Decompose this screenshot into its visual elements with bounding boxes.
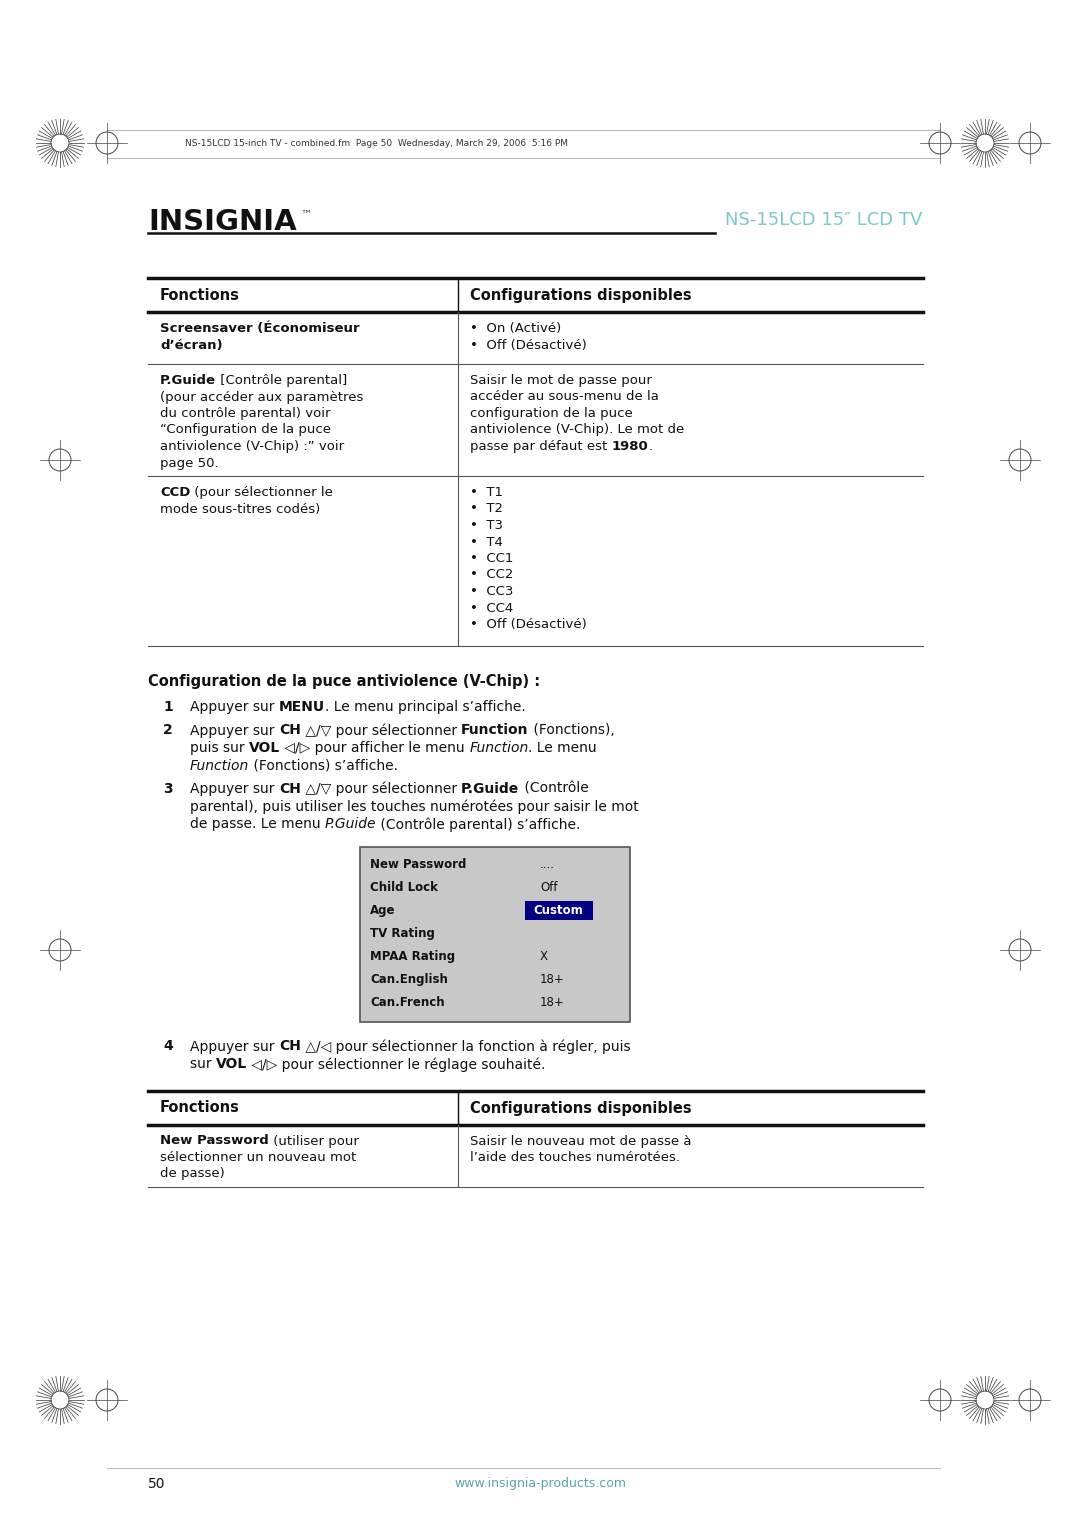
Text: △/▽ pour sélectionner: △/▽ pour sélectionner [300, 723, 461, 738]
Text: Appuyer sur: Appuyer sur [190, 723, 279, 738]
Text: •  T1: • T1 [470, 486, 503, 500]
Text: antiviolence (V-Chip) :” voir: antiviolence (V-Chip) :” voir [160, 440, 345, 452]
Text: Custom: Custom [534, 905, 583, 917]
Text: parental), puis utiliser les touches numérotées pour saisir le mot: parental), puis utiliser les touches num… [190, 799, 638, 814]
Text: P.Guide: P.Guide [160, 374, 216, 387]
Text: •  CC1: • CC1 [470, 552, 513, 565]
Text: Saisir le nouveau mot de passe à: Saisir le nouveau mot de passe à [470, 1134, 691, 1148]
Text: Function: Function [469, 741, 528, 755]
Text: New Password: New Password [160, 1134, 269, 1148]
Text: (pour sélectionner le: (pour sélectionner le [190, 486, 334, 500]
Text: P.Guide: P.Guide [325, 817, 377, 831]
Text: NS-15LCD 15-inch TV - combined.fm  Page 50  Wednesday, March 29, 2006  5:16 PM: NS-15LCD 15-inch TV - combined.fm Page 5… [185, 139, 568, 148]
Text: .: . [648, 440, 652, 452]
Text: ....: .... [540, 859, 555, 871]
Text: ◁/▷ pour afficher le menu: ◁/▷ pour afficher le menu [280, 741, 469, 755]
Text: MPAA Rating: MPAA Rating [370, 950, 455, 963]
Text: CCD: CCD [160, 486, 190, 500]
Text: 3: 3 [163, 782, 173, 796]
Text: •  CC4: • CC4 [470, 602, 513, 614]
Text: 1980: 1980 [611, 440, 648, 452]
Text: www.insignia-products.com: www.insignia-products.com [454, 1478, 626, 1490]
Text: •  T2: • T2 [470, 503, 503, 515]
Text: Child Lock: Child Lock [370, 882, 437, 894]
Text: New Password: New Password [370, 859, 467, 871]
Text: (utiliser pour: (utiliser pour [269, 1134, 359, 1148]
Text: de passe): de passe) [160, 1167, 225, 1181]
Text: Fonctions: Fonctions [160, 287, 240, 303]
Text: •  T4: • T4 [470, 535, 503, 549]
Text: Can.French: Can.French [370, 996, 445, 1008]
Text: sur: sur [190, 1057, 216, 1071]
Text: Appuyer sur: Appuyer sur [190, 1039, 279, 1053]
Text: INSIGNIA: INSIGNIA [148, 208, 297, 235]
Text: antiviolence (V-Chip). Le mot de: antiviolence (V-Chip). Le mot de [470, 423, 685, 437]
Text: △/▽ pour sélectionner: △/▽ pour sélectionner [300, 782, 461, 796]
Text: Configuration de la puce antiviolence (V-Chip) :: Configuration de la puce antiviolence (V… [148, 674, 540, 689]
Text: 50: 50 [148, 1478, 165, 1491]
Text: Configurations disponibles: Configurations disponibles [470, 1100, 691, 1115]
Bar [525, 900, 593, 920]
Text: page 50.: page 50. [160, 457, 218, 469]
Text: •  On (Activé): • On (Activé) [470, 322, 562, 335]
Text: MENU: MENU [279, 700, 325, 714]
Text: •  CC2: • CC2 [470, 568, 513, 582]
Text: [Contrôle parental]: [Contrôle parental] [216, 374, 348, 387]
Text: TV Rating: TV Rating [370, 927, 435, 940]
Text: l’aide des touches numérotées.: l’aide des touches numérotées. [470, 1151, 680, 1164]
Text: de passe. Le menu: de passe. Le menu [190, 817, 325, 831]
Text: 2: 2 [163, 723, 173, 738]
Text: Fonctions: Fonctions [160, 1100, 240, 1115]
Text: 18+: 18+ [540, 996, 565, 1008]
Text: . Le menu: . Le menu [528, 741, 597, 755]
Text: Appuyer sur: Appuyer sur [190, 782, 279, 796]
Text: . Le menu principal s’affiche.: . Le menu principal s’affiche. [325, 700, 526, 714]
Text: (Contrôle parental) s’affiche.: (Contrôle parental) s’affiche. [377, 817, 581, 831]
Text: 18+: 18+ [540, 973, 565, 986]
Bar [360, 847, 630, 1022]
Text: P.Guide: P.Guide [461, 782, 519, 796]
Text: Configurations disponibles: Configurations disponibles [470, 287, 691, 303]
Text: (Fonctions),: (Fonctions), [529, 723, 615, 738]
Text: Can.English: Can.English [370, 973, 448, 986]
Text: Saisir le mot de passe pour: Saisir le mot de passe pour [470, 374, 652, 387]
Text: passe par défaut est: passe par défaut est [470, 440, 611, 452]
Text: CH: CH [279, 1039, 300, 1053]
Text: Age: Age [370, 905, 395, 917]
Text: sélectionner un nouveau mot: sélectionner un nouveau mot [160, 1151, 356, 1164]
Text: d’écran): d’écran) [160, 339, 222, 351]
Text: VOL: VOL [216, 1057, 247, 1071]
Text: ◁/▷ pour sélectionner le réglage souhaité.: ◁/▷ pour sélectionner le réglage souhait… [247, 1057, 545, 1071]
Text: Function: Function [461, 723, 529, 738]
Text: du contrôle parental) voir: du contrôle parental) voir [160, 406, 330, 420]
Text: Function: Function [190, 758, 249, 773]
Text: NS-15LCD 15″ LCD TV: NS-15LCD 15″ LCD TV [725, 211, 922, 229]
Text: 4: 4 [163, 1039, 173, 1053]
Text: CH: CH [279, 782, 300, 796]
Text: puis sur: puis sur [190, 741, 249, 755]
Text: CH: CH [279, 723, 300, 738]
Text: ™: ™ [300, 209, 311, 220]
Text: accéder au sous-menu de la: accéder au sous-menu de la [470, 391, 659, 403]
Text: 1: 1 [163, 700, 173, 714]
Text: Screensaver (Économiseur: Screensaver (Économiseur [160, 322, 360, 335]
Text: •  T3: • T3 [470, 520, 503, 532]
Text: •  Off (Désactivé): • Off (Désactivé) [470, 339, 586, 351]
Text: △/◁ pour sélectionner la fonction à régler, puis: △/◁ pour sélectionner la fonction à régl… [300, 1039, 631, 1054]
Text: Appuyer sur: Appuyer sur [190, 700, 279, 714]
Text: configuration de la puce: configuration de la puce [470, 406, 633, 420]
Text: “Configuration de la puce: “Configuration de la puce [160, 423, 330, 437]
Text: mode sous-titres codés): mode sous-titres codés) [160, 503, 321, 515]
Text: (pour accéder aux paramètres: (pour accéder aux paramètres [160, 391, 363, 403]
Text: (Fonctions) s’affiche.: (Fonctions) s’affiche. [249, 758, 399, 773]
Text: VOL: VOL [249, 741, 280, 755]
Text: (Contrôle: (Contrôle [519, 782, 589, 796]
Text: •  CC3: • CC3 [470, 585, 513, 597]
Text: •  Off (Désactivé): • Off (Désactivé) [470, 617, 586, 631]
Text: Off: Off [540, 882, 557, 894]
Text: X: X [540, 950, 548, 963]
